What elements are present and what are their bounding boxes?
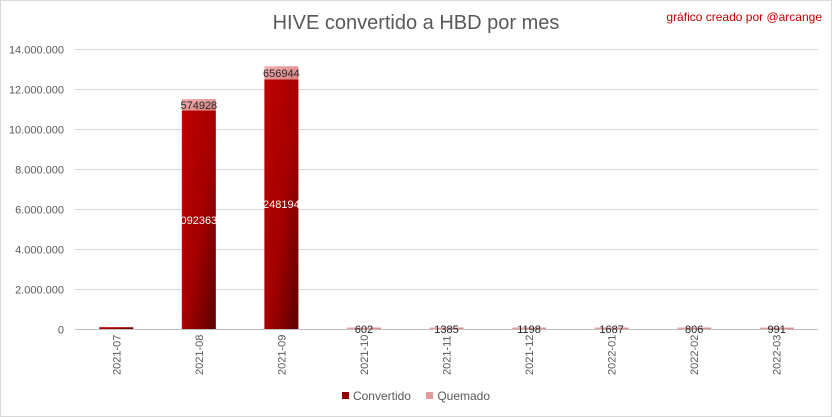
data-labels: 092363 574928 248194 656944 602 1385 1198 1687 8… — [180, 68, 785, 336]
x-tick-label: 2022-02 — [689, 335, 701, 375]
bar-quemado — [759, 327, 794, 329]
data-label-quemado: 574928 — [180, 100, 217, 112]
y-tick-label: 10.000.000 — [9, 125, 64, 137]
data-label-quemado: 656944 — [263, 68, 300, 80]
legend-item-quemado: Quemado — [426, 389, 490, 403]
data-label-quemado: 1687 — [599, 324, 623, 336]
chart-title: HIVE convertido a HBD por mes — [272, 12, 560, 34]
x-tick-label: 2021-08 — [194, 335, 206, 375]
bar-quemado — [594, 327, 629, 329]
legend-label-quemado: Quemado — [437, 389, 491, 403]
y-tick-label: 8.000.000 — [15, 165, 64, 177]
data-label-convertido: 248194 — [263, 199, 300, 211]
x-tick-label: 2022-01 — [607, 335, 619, 375]
bar-quemado — [677, 327, 712, 329]
y-tick-label: 6.000.000 — [15, 205, 64, 217]
x-axis-ticks: 2021-07 2021-08 2021-09 2021-10 2021-11 2021-… — [111, 335, 783, 375]
y-axis-ticks: 0 2.000.000 4.000.000 6.000.000 8.000.000 10.… — [9, 45, 64, 337]
bar-convertido — [181, 110, 216, 329]
bar-convertido — [99, 327, 134, 329]
bar-quemado — [181, 99, 216, 111]
x-tick-label: 2021-11 — [442, 335, 454, 375]
chart-credit: gráfico creado por @arcange — [666, 10, 822, 24]
x-tick-label: 2021-09 — [276, 335, 288, 375]
data-label-convertido: 092363 — [180, 215, 217, 227]
y-tick-label: 2.000.000 — [15, 285, 64, 297]
data-label-quemado: 602 — [355, 324, 373, 336]
data-label-quemado: 806 — [685, 324, 703, 336]
x-tick-label: 2021-10 — [359, 335, 371, 375]
bar-quemado — [512, 327, 547, 329]
legend: Convertido Quemado — [0, 389, 832, 403]
legend-label-convertido: Convertido — [352, 389, 411, 403]
x-tick-label: 2022-03 — [772, 335, 784, 375]
legend-swatch-quemado — [426, 392, 434, 400]
y-tick-label: 4.000.000 — [15, 245, 64, 257]
bar-quemado — [346, 327, 381, 329]
bar-convertido — [264, 79, 299, 329]
bar-quemado — [429, 327, 464, 329]
x-tick-label: 2021-07 — [111, 335, 123, 375]
data-label-quemado: 991 — [768, 324, 786, 336]
legend-swatch-convertido — [341, 392, 349, 400]
data-label-quemado: 1198 — [517, 324, 541, 336]
y-tick-label: 0 — [58, 325, 64, 337]
y-tick-label: 14.000.000 — [9, 45, 64, 57]
data-label-quemado: 1385 — [434, 324, 458, 336]
legend-item-convertido: Convertido — [341, 389, 411, 403]
y-tick-label: 12.000.000 — [9, 85, 64, 97]
bars — [99, 66, 794, 329]
x-tick-label: 2021-12 — [524, 335, 536, 375]
bar-quemado — [264, 66, 299, 80]
